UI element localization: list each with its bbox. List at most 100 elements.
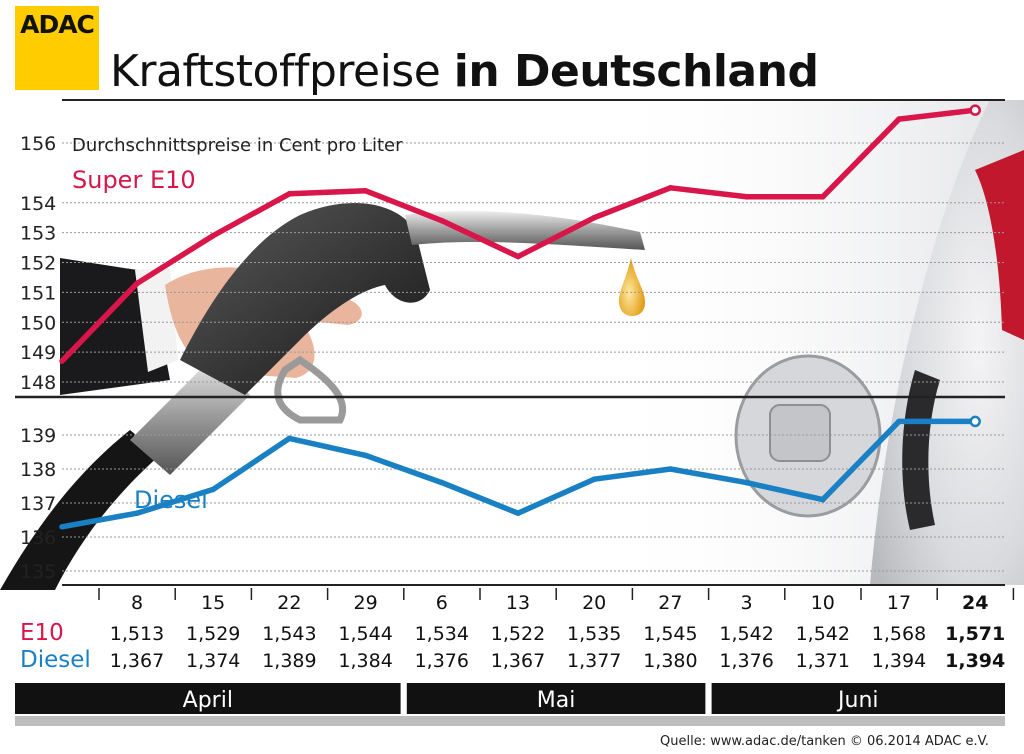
data-point-diesel (134, 510, 140, 516)
x-tick-label: 20 (582, 592, 606, 614)
data-point-e10 (286, 190, 293, 197)
table-cell-e10: 1,571 (945, 623, 1005, 645)
month-band (406, 683, 706, 714)
adac-logo: ADAC (15, 6, 99, 90)
table-cell-e10: 1,542 (719, 623, 773, 645)
y-tick-label: 138 (20, 459, 56, 481)
data-point-diesel (820, 496, 826, 503)
fuel-opening (902, 370, 940, 530)
car-taillight (975, 150, 1024, 340)
month-band (711, 683, 1005, 714)
table-cell-diesel: 1,374 (186, 650, 240, 672)
nozzle-collar (130, 355, 250, 475)
price-table: 8 1,513 1,367 15 1,529 1,374 22 1,543 1,389 29 1,5… (98, 588, 1015, 672)
y-tick-label: 137 (20, 493, 56, 515)
month-label: Mai (537, 688, 576, 713)
y-tick-label: 139 (20, 425, 56, 447)
table-cell-e10: 1,535 (567, 623, 621, 645)
nozzle-spout (405, 211, 645, 250)
nozzle-trigger (274, 355, 347, 424)
series-lines (59, 104, 981, 530)
data-point-diesel (362, 452, 369, 459)
x-tick-label: 27 (658, 592, 682, 614)
data-point-diesel (286, 435, 293, 442)
month-label: Juni (836, 688, 879, 713)
data-point-e10 (134, 280, 140, 287)
table-cell-diesel: 1,371 (796, 650, 850, 672)
y-tick-label: 156 (20, 133, 56, 155)
data-point-e10 (667, 185, 674, 191)
x-tick-label: 17 (887, 592, 911, 614)
data-point-e10 (896, 116, 902, 122)
month-bar: April Mai Juni (15, 683, 1005, 714)
chart-subtitle: Durchschnittspreise in Cent pro Liter (72, 135, 403, 156)
row-label-diesel: Diesel (20, 647, 91, 673)
x-tick-label: 22 (277, 592, 301, 614)
data-point-e10 (820, 193, 826, 200)
table-cell-e10: 1,513 (110, 623, 164, 645)
table-cell-e10: 1,542 (796, 623, 850, 645)
logo-text: ADAC (20, 10, 95, 39)
fuel-nozzle-icon (180, 203, 430, 395)
table-cell-e10: 1,534 (415, 623, 469, 645)
x-tick-label: 29 (354, 592, 378, 614)
fuel-hose (0, 430, 160, 590)
table-cell-diesel: 1,384 (338, 650, 392, 672)
source-note: Quelle: www.adac.de/tanken © 06.2014 ADA… (660, 734, 989, 749)
table-cell-diesel: 1,394 (872, 650, 926, 672)
table-cell-e10: 1,522 (491, 623, 545, 645)
table-cell-e10: 1,543 (262, 623, 316, 645)
page-title: Kraftstoffpreise in Deutschland (110, 46, 819, 97)
x-tick-label: 13 (506, 592, 530, 614)
data-point-e10 (362, 188, 369, 194)
chart-frame (15, 99, 1005, 586)
table-cell-e10: 1,568 (872, 623, 926, 645)
table-cell-e10: 1,545 (643, 623, 697, 645)
gridlines (62, 142, 1005, 572)
data-point-diesel (743, 479, 750, 486)
data-point-e10 (743, 193, 750, 200)
data-point-e10 (591, 214, 597, 221)
data-point-e10 (515, 253, 521, 260)
table-cell-diesel: 1,377 (567, 650, 621, 672)
data-point-e10 (969, 104, 981, 116)
data-point-e10 (439, 217, 445, 224)
y-tick-label: 153 (20, 223, 56, 245)
table-cell-diesel: 1,367 (491, 650, 545, 672)
x-tick-label: 10 (811, 592, 835, 614)
data-point-diesel (210, 486, 216, 493)
table-cell-diesel: 1,380 (643, 650, 697, 672)
background-decoration (0, 100, 1024, 590)
table-cell-e10: 1,544 (338, 623, 392, 645)
table-cell-diesel: 1,394 (945, 650, 1005, 672)
data-point-e10 (210, 232, 216, 239)
data-point-diesel (591, 476, 597, 483)
x-tick-label: 3 (741, 592, 753, 614)
table-cell-diesel: 1,376 (415, 650, 469, 672)
table-cell-diesel: 1,367 (110, 650, 164, 672)
footer-bar (15, 716, 1005, 726)
y-tick-label: 152 (20, 253, 56, 275)
title-bold: in Deutschland (453, 46, 819, 97)
data-point-diesel (515, 510, 521, 516)
y-tick-label: 154 (20, 193, 56, 215)
data-point-diesel (667, 466, 674, 472)
y-tick-label: 148 (20, 372, 56, 394)
row-label-e10: E10 (20, 620, 64, 646)
month-band (15, 683, 401, 714)
x-tick-label: 15 (201, 592, 225, 614)
month-label: April (183, 688, 233, 713)
table-cell-diesel: 1,389 (262, 650, 316, 672)
fuel-drop-icon (618, 258, 645, 316)
x-tick-label: 24 (962, 592, 988, 614)
y-tick-label: 149 (20, 342, 56, 364)
y-tick-label: 136 (20, 527, 56, 549)
title-light: Kraftstoffpreise (110, 46, 441, 97)
y-tick-label: 151 (20, 282, 56, 304)
y-axis-labels: 148 149 150 151 152 153 154 156 135 136 137 138 139 (20, 133, 56, 583)
x-tick-label: 6 (436, 592, 448, 614)
y-tick-label: 135 (20, 561, 56, 583)
data-point-diesel (896, 418, 902, 425)
data-point-diesel (439, 479, 445, 486)
